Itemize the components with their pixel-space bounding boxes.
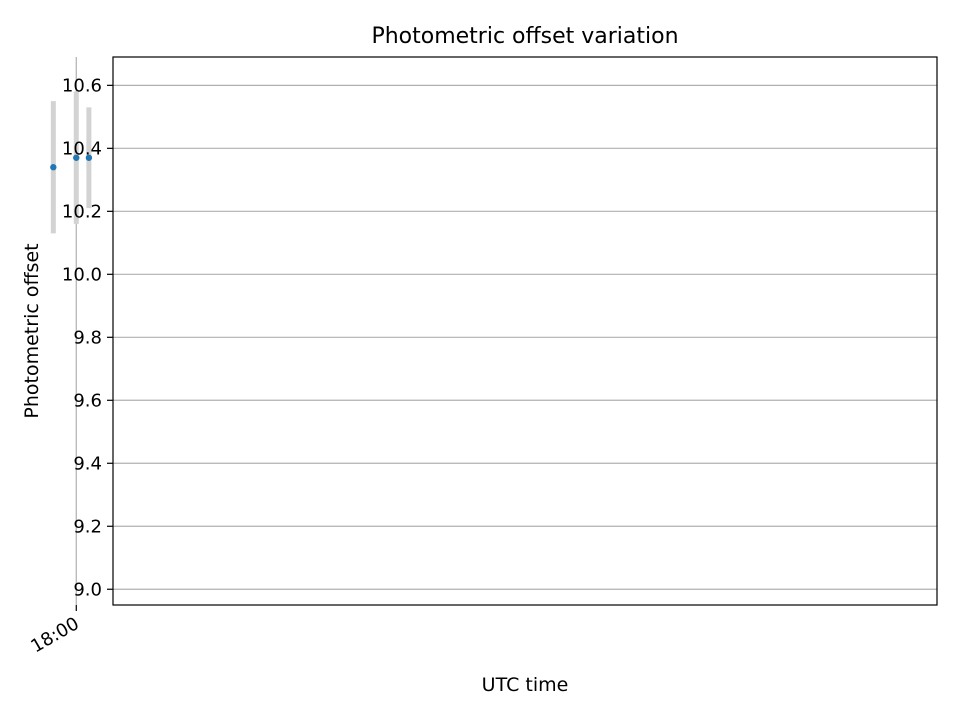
y-tick-label: 10.2 [62,201,102,222]
y-tick-label: 9.6 [73,390,102,411]
chart-title: Photometric offset variation [371,24,678,49]
y-tick-label: 10.0 [62,264,102,285]
plot-frame [112,56,938,606]
data-point [85,154,93,161]
y-axis-label: Photometric offset [21,243,43,418]
y-tick-label: 9.8 [73,327,102,348]
y-tick-label: 9.0 [73,579,102,600]
y-tick-label: 9.4 [73,453,102,474]
x-axis-label: UTC time [482,674,569,696]
y-tick-label: 10.6 [62,75,102,96]
grid [75,57,937,605]
y-tick-label: 9.2 [73,516,102,537]
y-axis: 9.0 9.2 9.4 9.6 9.8 10.0 10.2 10.4 10.6 [62,75,113,600]
data-point [73,154,80,161]
y-tick-label: 10.4 [62,138,102,159]
data-point [50,164,57,171]
data-points [50,154,93,171]
